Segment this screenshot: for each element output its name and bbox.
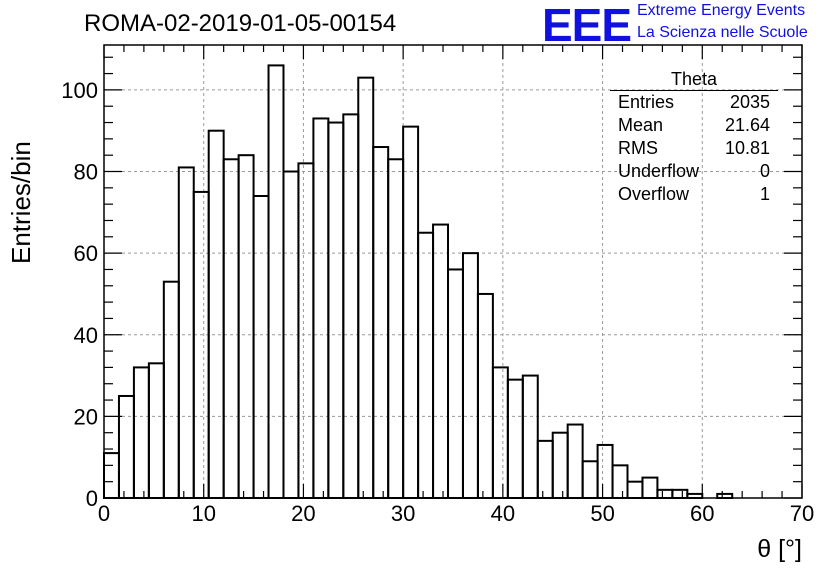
x-tick-label: 70	[790, 501, 814, 526]
histogram-bar	[656, 488, 674, 499]
stats-box: Theta Entries 2035 Mean 21.64 RMS 10.81 …	[610, 68, 778, 206]
stats-label: Overflow	[618, 184, 690, 204]
histogram-bar	[461, 252, 479, 499]
stats-value: 21.64	[724, 115, 770, 135]
histogram-bar	[132, 366, 150, 499]
plot-frame	[103, 44, 803, 499]
histogram-bar	[506, 378, 524, 499]
histogram-bar	[207, 129, 225, 499]
histogram-bar	[402, 125, 420, 500]
histogram-bar	[536, 439, 554, 500]
chart-title: ROMA-02-2019-01-05-00154	[84, 10, 397, 37]
histogram-bar	[491, 366, 509, 499]
histogram-bar	[476, 292, 494, 499]
x-tick-label: 40	[491, 501, 515, 526]
histogram-bar	[387, 158, 405, 499]
histogram-bar	[432, 223, 450, 499]
histogram-bar	[312, 117, 330, 499]
stats-row-entries: Entries 2035	[610, 91, 778, 114]
eee-logo-line1: Extreme Energy Events	[637, 2, 806, 19]
x-tick-label: 20	[291, 501, 315, 526]
y-tick-label: 80	[74, 160, 98, 185]
stats-label: Underflow	[618, 161, 700, 181]
stats-label: Entries	[618, 92, 675, 112]
y-axis-label: Entries/bin	[6, 141, 36, 264]
y-tick-label: 20	[74, 404, 98, 429]
histogram-bar	[117, 394, 135, 499]
stats-label: RMS	[618, 138, 658, 158]
eee-logo-mark: EEE	[542, 0, 632, 51]
histogram-bar	[581, 460, 599, 499]
x-tick-label: 10	[191, 501, 215, 526]
y-tick-label: 0	[86, 486, 98, 511]
stats-row-underflow: Underflow 0	[610, 160, 778, 183]
histogram-bar	[147, 362, 165, 499]
y-tick-label: 40	[74, 323, 98, 348]
stats-row-overflow: Overflow 1	[610, 183, 778, 206]
histogram-bar	[237, 154, 255, 500]
stats-value: 2035	[729, 92, 770, 112]
histogram-bar	[417, 231, 435, 499]
stats-row-rms: RMS 10.81	[610, 137, 778, 160]
histogram-bar	[192, 190, 210, 499]
histogram-bar	[372, 146, 390, 499]
x-tick-label: 60	[690, 501, 714, 526]
histogram-bar	[267, 64, 285, 500]
x-tick-label: 50	[590, 501, 614, 526]
histogram-bar	[177, 166, 195, 499]
stats-title: Theta	[610, 68, 778, 91]
histogram-bar	[162, 280, 180, 499]
stats-value: 0	[759, 161, 770, 181]
eee-logo-line2: La Scienza nelle Scuole	[637, 24, 808, 41]
y-tick-label: 60	[74, 241, 98, 266]
histogram-bar	[521, 374, 539, 499]
stats-value: 10.81	[724, 138, 770, 158]
histogram-bar	[222, 158, 240, 499]
stats-label: Mean	[618, 115, 664, 135]
histogram-bar	[103, 452, 120, 499]
histogram-bar	[297, 162, 315, 499]
histogram-bar	[252, 195, 270, 499]
histogram-bar	[611, 464, 629, 499]
histogram-bar	[671, 488, 689, 499]
stats-row-mean: Mean 21.64	[610, 114, 778, 137]
x-tick-label: 30	[391, 501, 415, 526]
stats-value: 1	[759, 184, 770, 204]
histogram-bar	[566, 423, 584, 499]
x-axis-label: θ [°]	[757, 535, 802, 563]
y-tick-label: 100	[61, 78, 98, 103]
x-tick-label: 0	[98, 501, 110, 526]
histogram-bar	[447, 268, 464, 500]
histogram-bar	[357, 76, 375, 499]
histogram-bar	[327, 121, 345, 500]
histogram-bar	[551, 431, 569, 499]
histogram-bar	[626, 480, 644, 500]
histogram-bar	[596, 443, 614, 500]
histogram-bar	[641, 476, 659, 500]
